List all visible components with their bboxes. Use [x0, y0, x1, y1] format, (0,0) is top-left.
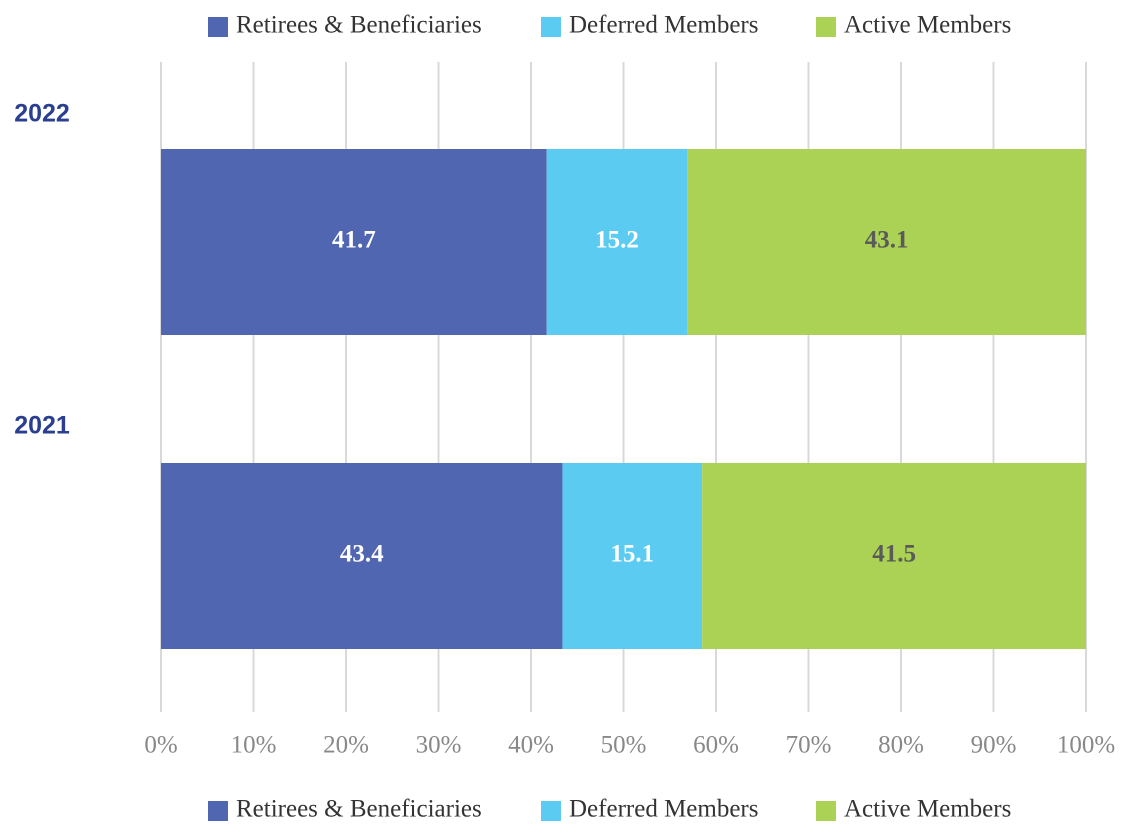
- legend-swatch: [208, 801, 228, 821]
- x-tick-label: 90%: [971, 732, 1017, 759]
- category-label: 2022: [14, 100, 70, 128]
- bar-segment: [546, 149, 688, 335]
- data-label: 43.1: [865, 227, 909, 254]
- legend-swatch: [816, 801, 836, 821]
- x-tick-label: 20%: [323, 732, 369, 759]
- legend-label: Deferred Members: [569, 12, 759, 39]
- category-label: 2021: [14, 412, 70, 440]
- legend-swatch: [208, 17, 228, 37]
- bar-segment: [687, 149, 1086, 335]
- x-tick-label: 80%: [878, 732, 924, 759]
- data-label: 15.1: [610, 541, 654, 568]
- legend-label: Active Members: [844, 796, 1011, 823]
- legend-label: Active Members: [844, 12, 1011, 39]
- x-tick-label: 50%: [601, 732, 647, 759]
- x-tick-label: 10%: [231, 732, 277, 759]
- legend-swatch: [541, 17, 561, 37]
- legend-label: Deferred Members: [569, 796, 759, 823]
- legend-label: Retirees & Beneficiaries: [236, 796, 482, 823]
- bar-segment: [562, 463, 703, 649]
- data-label: 41.7: [332, 227, 376, 254]
- legend-label: Retirees & Beneficiaries: [236, 12, 482, 39]
- data-label: 41.5: [872, 541, 916, 568]
- bar-segment: [161, 463, 563, 649]
- legend-swatch: [816, 17, 836, 37]
- data-label: 15.2: [595, 227, 639, 254]
- legend-swatch: [541, 801, 561, 821]
- x-tick-label: 30%: [416, 732, 462, 759]
- data-label: 43.4: [340, 541, 384, 568]
- x-tick-label: 100%: [1057, 732, 1115, 759]
- x-tick-label: 60%: [693, 732, 739, 759]
- x-tick-label: 70%: [786, 732, 832, 759]
- bar-segment: [702, 463, 1086, 649]
- bar-segment: [161, 149, 547, 335]
- x-tick-label: 40%: [508, 732, 554, 759]
- x-tick-label: 0%: [144, 732, 177, 759]
